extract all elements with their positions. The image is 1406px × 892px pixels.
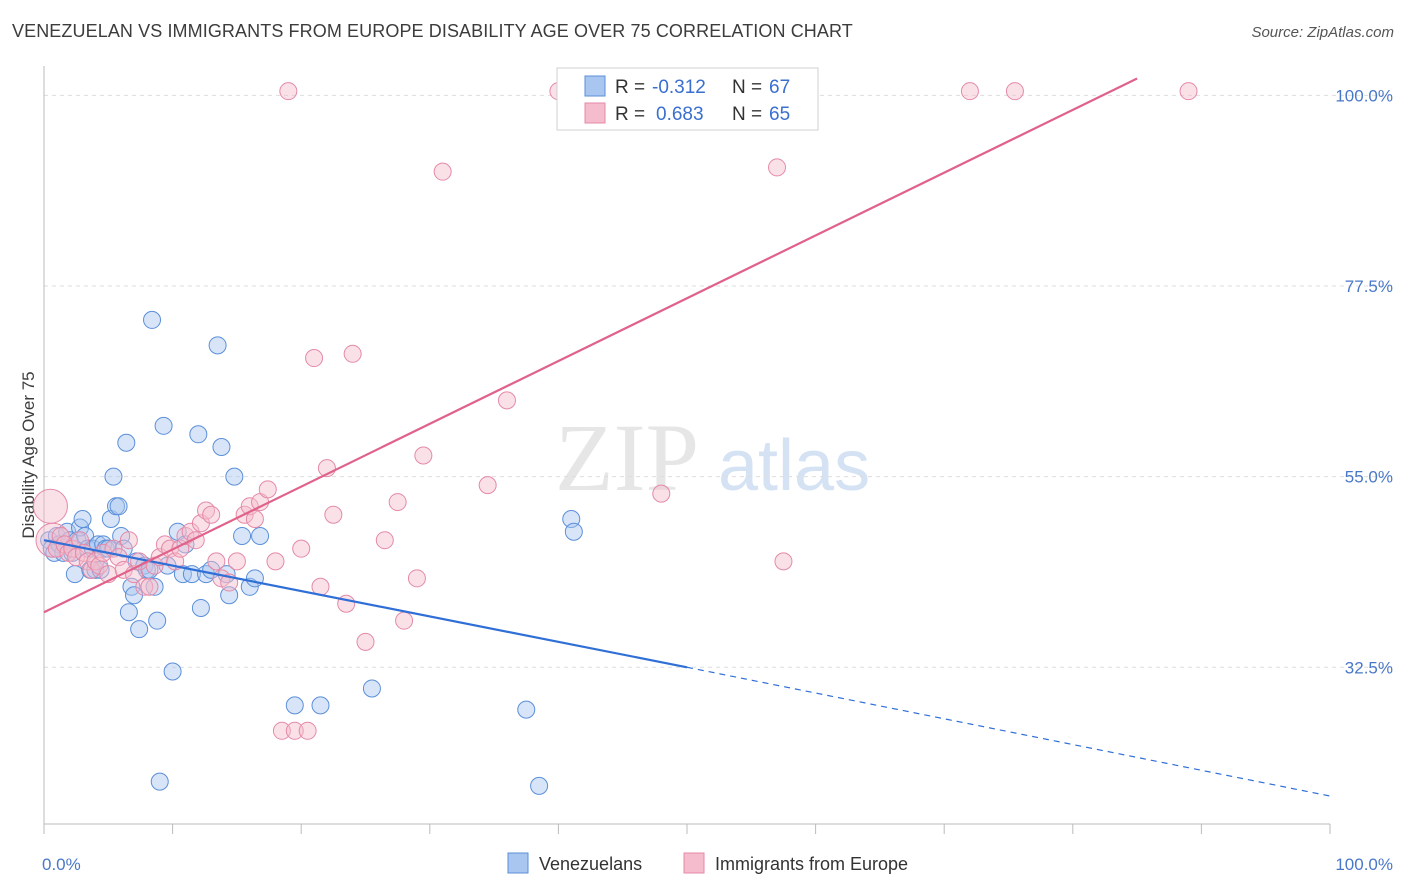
venezuelan-point [517,700,536,719]
venezuelan-point [163,662,182,681]
venezuelan-point [233,526,252,545]
venezuelan-point [189,425,208,444]
venezuelan-point [212,438,231,456]
bottom-legend-venezuelans: Venezuelans [539,854,642,874]
bottom-legend-swatch-pink [683,852,705,874]
venezuelan-point [117,433,136,452]
venezuelan-point [130,620,149,639]
legend-n-label-2: N = [732,104,762,125]
europe-point [266,552,285,571]
trendlines [43,77,1331,797]
europe-point [140,577,159,596]
legend-r-value-2: 0.683 [656,104,704,125]
europe-point [433,162,452,181]
axes [43,66,1331,834]
europe-point [774,552,793,571]
y-tick-label: 32.5% [1345,658,1393,677]
venezuelan-point [245,569,264,588]
venezuelan-point [104,467,123,486]
venezuelan-point [311,696,330,715]
venezuelans-trendline [43,539,688,669]
europe-point [478,476,497,495]
europe-point [272,721,291,740]
europe-point [245,510,264,529]
europe-point [388,493,407,512]
venezuelan-point [208,336,227,355]
venezuelan-point [530,776,549,795]
y-tick-label: 100.0% [1335,86,1393,105]
europe-point [227,552,246,571]
y-tick-labels: 100.0% 77.5% 55.0% 32.5% [1335,86,1393,677]
europe-point [324,505,343,524]
y-tick-label: 77.5% [1345,277,1393,296]
venezuelan-point [119,603,138,622]
europe-point [130,552,149,571]
europe-point [285,721,304,740]
europe-point [960,82,979,101]
europe-trendline [43,77,1138,614]
venezuelan-point [109,497,128,516]
correlation-legend: R = -0.312 N = 67 R = 0.683 N = 65 [556,67,819,131]
legend-n-value-1: 67 [769,77,790,98]
venezuelan-point [114,539,133,558]
x-tick-label: 100.0% [1335,855,1393,874]
europe-point [356,632,375,651]
europe-point [258,480,277,499]
venezuelan-point [564,522,583,541]
venezuelan-point [251,526,270,545]
legend-swatch-pink [584,102,606,124]
europe-point [279,82,298,101]
europe-point [407,569,426,588]
venezuelan-point [191,598,210,617]
europe-point [1179,82,1198,101]
europe-point [78,552,97,571]
europe-point [343,344,362,363]
europe-point [32,488,68,524]
europe-point [305,349,324,368]
europe-point [207,552,226,571]
venezuelan-point [145,577,164,596]
series-legend: Venezuelans Immigrants from Europe [507,852,908,874]
venezuelan-point [154,416,173,435]
x-tick-label: 0.0% [42,855,81,874]
venezuelan-point [285,696,304,715]
europe-point [298,721,317,740]
venezuelan-point [220,586,239,605]
europe-point [497,391,516,410]
europe-point [202,505,221,524]
venezuelan-point [225,467,244,486]
europe-point [119,531,138,550]
chart-title: VENEZUELAN VS IMMIGRANTS FROM EUROPE DIS… [12,21,853,41]
source-label: Source: ZipAtlas.com [1251,24,1394,41]
x-tick-labels: 0.0% 100.0% [42,855,1393,874]
europe-point [395,611,414,630]
y-axis-title: Disability Age Over 75 [19,371,38,538]
watermark-atlas: atlas [718,426,870,506]
venezuelan-point [150,772,169,791]
venezuelan-point [65,565,84,584]
venezuelan-point [148,611,167,630]
europe-point [768,158,787,177]
europe-point [292,539,311,558]
legend-n-value-2: 65 [769,104,790,125]
legend-r-value-1: -0.312 [652,77,706,98]
venezuelan-point [143,310,162,329]
europe-point [135,577,154,596]
legend-r-label-2: R = [615,104,645,125]
legend-r-label-1: R = [615,77,645,98]
y-tick-label: 55.0% [1345,468,1393,487]
legend-n-label-1: N = [732,77,762,98]
europe-point [414,446,433,465]
legend-swatch-blue [584,75,606,97]
bottom-legend-europe: Immigrants from Europe [715,854,908,874]
venezuelan-point [362,679,381,698]
venezuelan-point [73,510,92,529]
venezuelans-trendline-extension [686,666,1331,797]
europe-point [652,484,671,503]
watermark-zip: ZIP [555,404,699,511]
europe-point [1005,82,1024,101]
bottom-legend-swatch-blue [507,852,529,874]
europe-point [375,531,394,550]
